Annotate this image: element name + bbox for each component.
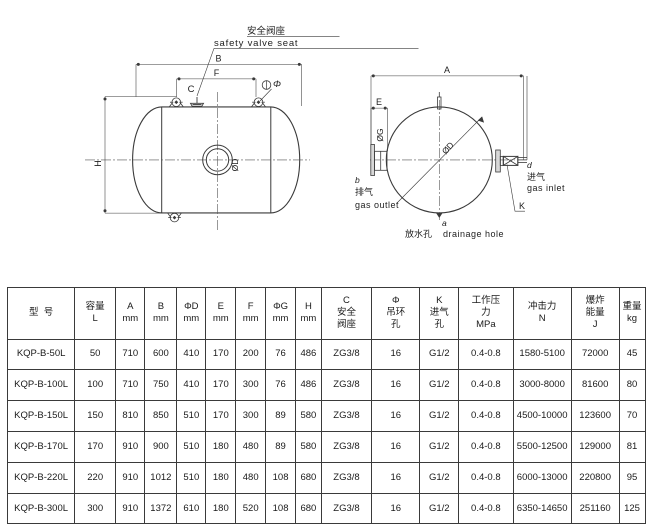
svg-text:C: C — [188, 84, 195, 95]
svg-text:F: F — [214, 68, 220, 78]
svg-text:gas inlet: gas inlet — [527, 183, 565, 193]
svg-text:K: K — [519, 201, 525, 211]
svg-text:gas outlet: gas outlet — [355, 200, 399, 210]
svg-text:ØG: ØG — [375, 128, 385, 141]
svg-text:a: a — [442, 218, 447, 228]
svg-text:ØD: ØD — [440, 140, 456, 156]
svg-text:Φ: Φ — [273, 79, 281, 90]
svg-text:d: d — [527, 160, 532, 170]
svg-text:排气: 排气 — [355, 186, 373, 197]
svg-text:E: E — [376, 97, 382, 107]
svg-text:ØD: ØD — [230, 159, 240, 172]
svg-text:进气: 进气 — [527, 171, 545, 182]
svg-text:A: A — [444, 65, 450, 75]
svg-text:safety valve seat: safety valve seat — [214, 38, 298, 49]
svg-text:b: b — [355, 175, 360, 185]
svg-text:drainage hole: drainage hole — [443, 229, 504, 239]
svg-text:B: B — [215, 54, 221, 64]
svg-text:H: H — [93, 160, 103, 167]
svg-text:放水孔: 放水孔 — [405, 228, 432, 239]
svg-text:安全阀座: 安全阀座 — [247, 25, 286, 37]
